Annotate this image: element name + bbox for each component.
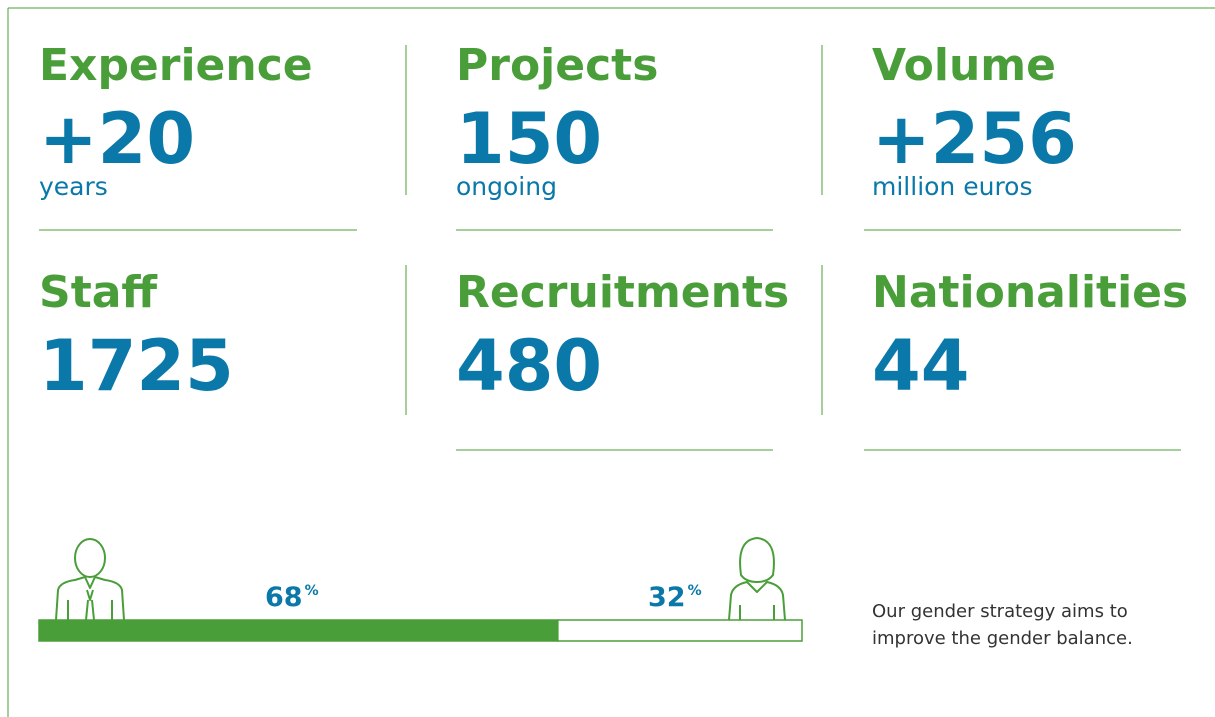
gender-value: 68 (265, 582, 303, 613)
stat-title: Staff (39, 267, 158, 318)
stat-unit: ongoing (456, 172, 557, 201)
stat-title: Volume (872, 40, 1056, 91)
male-icon (55, 538, 125, 621)
stat-value: 150 (456, 98, 602, 180)
stat-title: Experience (39, 40, 313, 91)
stat-value: +20 (39, 98, 195, 180)
gender-unit: % (688, 583, 702, 599)
stat-value: +256 (872, 98, 1077, 180)
gender-value: 32 (648, 582, 686, 613)
female-icon (728, 537, 786, 621)
stat-title: Recruitments (456, 267, 789, 318)
stat-title: Nationalities (872, 267, 1188, 318)
stat-value: 480 (456, 325, 602, 407)
dividers (39, 45, 1181, 451)
stat-unit: years (39, 172, 108, 201)
stat-value: 1725 (39, 325, 234, 407)
stat-unit: million euros (872, 172, 1033, 201)
gender-note: Our gender strategy aims to (872, 601, 1128, 622)
gender-bar (38, 619, 559, 642)
gender-label: 32% (648, 582, 702, 613)
stat-title: Projects (456, 40, 658, 91)
gender-note: improve the gender balance. (872, 628, 1133, 649)
gender-label: 68% (265, 582, 319, 613)
stat-value: 44 (872, 325, 969, 407)
gender-unit: % (305, 583, 319, 599)
gender-bar (557, 619, 803, 642)
